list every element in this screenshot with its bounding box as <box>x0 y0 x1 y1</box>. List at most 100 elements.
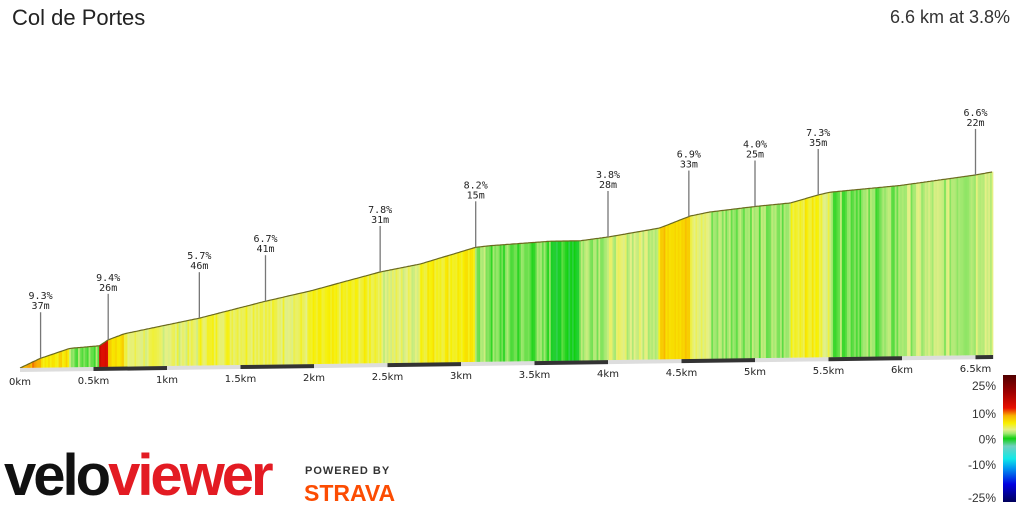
x-tick-label: 3.5km <box>519 370 550 381</box>
gradient-stripe <box>407 265 411 364</box>
gradient-stripe <box>621 234 624 361</box>
gradient-stripe <box>970 175 973 356</box>
gradient-stripe <box>259 301 262 365</box>
gradient-stripe <box>612 235 615 361</box>
gradient-stripe <box>284 296 287 365</box>
gradient-stripe <box>187 319 190 366</box>
gradient-stripe <box>919 182 922 357</box>
gradient-stripe <box>778 203 781 359</box>
distance-bar <box>20 367 94 372</box>
gradient-stripe <box>384 270 388 364</box>
gradient-stripe <box>684 217 687 360</box>
gradient-stripe <box>467 248 471 363</box>
gradient-stripe <box>852 189 855 358</box>
gradient-stripe <box>434 258 437 363</box>
gradient-stripe <box>289 294 292 365</box>
gradient-stripe <box>665 224 668 360</box>
gradient-stripe <box>363 275 366 364</box>
gradient-stripe <box>116 335 119 367</box>
gradient-stripe <box>270 299 273 365</box>
gradient-stripe <box>314 289 317 365</box>
page-title: Col de Portes <box>12 5 146 30</box>
gradient-stripe <box>127 332 130 367</box>
gradient-stripe <box>841 190 844 358</box>
gradient-stripe <box>654 228 658 360</box>
gradient-stripe <box>935 180 938 356</box>
gradient-stripe <box>963 176 966 356</box>
gradient-stripe <box>594 238 598 361</box>
gradient-stripe <box>827 192 830 358</box>
gradient-stripe <box>462 250 465 363</box>
gradient-stripe <box>55 352 58 368</box>
gradient-stripe <box>406 266 409 364</box>
gradient-stripe <box>457 251 460 363</box>
gradient-stripe <box>400 267 403 364</box>
gradient-stripe <box>686 216 689 360</box>
gradient-stripe <box>855 189 859 358</box>
gradient-stripe <box>446 255 449 363</box>
gradient-stripe <box>257 302 261 366</box>
gradient-stripe <box>441 256 444 363</box>
gradient-stripe <box>326 285 329 365</box>
marker-length-label: 46m <box>190 261 208 272</box>
gradient-stripe <box>437 257 441 363</box>
gradient-stripe <box>137 330 141 367</box>
gradient-stripe <box>196 318 199 366</box>
gradient-stripe <box>642 230 645 360</box>
gradient-stripe <box>942 179 945 356</box>
gradient-stripe <box>563 240 566 361</box>
gradient-stripe <box>421 262 425 363</box>
gradient-stripe <box>545 241 548 362</box>
gradient-stripe <box>42 356 45 368</box>
gradient-stripe <box>44 355 47 368</box>
gradient-stripe <box>940 179 943 356</box>
gradient-stripe <box>815 194 818 358</box>
gradient-stripe <box>575 240 578 361</box>
gradient-stripe <box>264 300 268 365</box>
gradient-stripe <box>631 232 635 361</box>
gradient-stripe <box>347 279 351 364</box>
gradient-stripe <box>74 347 77 368</box>
distance-bar <box>240 364 314 370</box>
gradient-stripe <box>707 211 710 360</box>
gradient-stripe <box>340 281 344 364</box>
gradient-stripe <box>511 243 515 362</box>
marker-gradient-label: 5.7% <box>187 251 211 262</box>
gradient-stripe <box>353 278 356 364</box>
gradient-stripe <box>413 264 416 363</box>
gradient-stripe <box>125 332 128 367</box>
marker-gradient-label: 7.3% <box>806 128 830 139</box>
gradient-stripe <box>393 268 396 364</box>
gradient-stripe <box>894 185 897 357</box>
gradient-stripe <box>201 316 204 366</box>
gradient-stripe <box>367 274 370 364</box>
gradient-stripe <box>859 188 862 357</box>
gradient-stripe <box>552 240 555 362</box>
gradient-stripe <box>99 344 102 368</box>
gradient-stripe <box>423 262 426 363</box>
gradient-stripe <box>843 190 846 358</box>
gradient-stripe <box>245 305 248 366</box>
gradient-stripe <box>305 291 308 365</box>
gradient-stripe <box>820 193 823 358</box>
marker-gradient-label: 3.8% <box>596 170 620 181</box>
gradient-stripe <box>743 207 746 359</box>
gradient-stripe <box>610 235 613 361</box>
gradient-stripe <box>601 237 605 361</box>
gradient-stripe <box>573 240 576 361</box>
marker-length-label: 28m <box>599 180 617 191</box>
gradient-stripe <box>847 190 850 358</box>
gradient-stripe <box>307 290 310 365</box>
gradient-stripe <box>222 311 225 366</box>
marker-gradient-label: 6.7% <box>253 234 277 245</box>
gradient-stripe <box>744 207 747 359</box>
gradient-stripe <box>213 313 217 366</box>
gradient-stripe <box>356 277 359 364</box>
gradient-stripe <box>871 187 874 357</box>
gradient-stripe <box>757 205 760 359</box>
gradient-stripe <box>67 348 70 368</box>
legend-label: -25% <box>968 491 996 505</box>
gradient-stripe <box>623 233 626 361</box>
powered-by-label: POWERED BY <box>305 465 391 477</box>
gradient-stripe <box>549 240 552 362</box>
